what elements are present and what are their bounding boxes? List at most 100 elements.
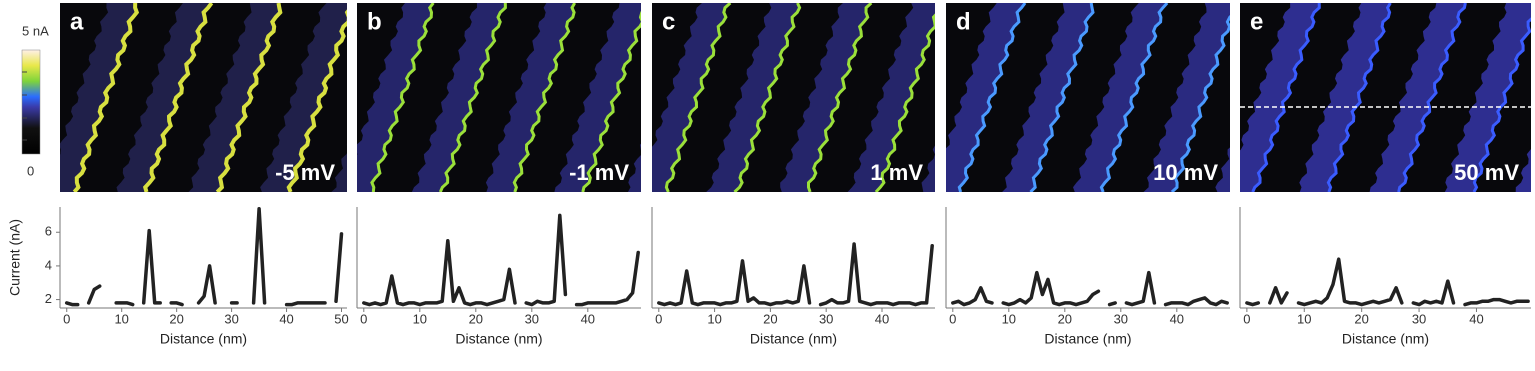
y-tick-label: 2 (45, 291, 52, 306)
step-edge (957, 3, 1027, 192)
step-edge (807, 3, 873, 192)
x-tick-label: 0 (655, 311, 662, 326)
bias-label: -5 mV (275, 160, 335, 185)
step-edge (370, 3, 435, 192)
terrace-band (60, 3, 137, 192)
step-edge (1099, 3, 1169, 192)
stripes (357, 3, 641, 192)
step-edge (733, 3, 802, 192)
x-tick-label: 10 (1297, 311, 1311, 326)
x-tick-label: 30 (525, 311, 539, 326)
current-line (657, 242, 934, 307)
x-tick-label: 20 (763, 311, 777, 326)
x-tick-label: 20 (469, 311, 483, 326)
step-edge (1326, 3, 1392, 192)
terrace-band (652, 3, 731, 192)
current-line (1245, 257, 1530, 307)
step-edge (72, 3, 140, 192)
x-tick-label: 10 (1002, 311, 1016, 326)
x-axis-title: Distance (nm) (455, 331, 542, 347)
x-tick-label: 40 (581, 311, 595, 326)
x-tick-label: 20 (1354, 311, 1368, 326)
step-edge (581, 11, 641, 192)
panel-label: a (70, 8, 84, 35)
x-tick-label: 40 (279, 311, 293, 326)
terrace-band (1369, 3, 1466, 192)
x-tick-label: 30 (224, 311, 238, 326)
colorbar (21, 49, 41, 155)
terrace-band (1073, 3, 1168, 192)
x-tick-label: 50 (334, 311, 348, 326)
step-edge (1029, 3, 1095, 192)
y-tick-label: 6 (45, 224, 52, 239)
x-tick-label: 20 (1058, 311, 1072, 326)
x-tick-label: 30 (1114, 311, 1128, 326)
panel-label: c (662, 8, 675, 35)
x-tick-label: 40 (875, 311, 889, 326)
terrace-band (627, 143, 641, 192)
stm-image (60, 3, 347, 192)
x-tick-label: 0 (1243, 311, 1250, 326)
step-edge (142, 3, 214, 192)
terrace-band (1215, 147, 1230, 192)
x-axis-title: Distance (nm) (160, 331, 247, 347)
x-tick-label: 20 (169, 311, 183, 326)
terrace-band (1143, 3, 1230, 192)
x-tick-label: 10 (707, 311, 721, 326)
x-tick-label: 40 (1469, 311, 1483, 326)
panel-label: b (367, 8, 382, 35)
step-edge (438, 3, 507, 192)
step-edge (874, 13, 935, 192)
bias-label: 10 mV (1153, 160, 1218, 185)
bias-label: -1 mV (569, 160, 629, 185)
terrace-band (331, 144, 347, 192)
stripes (946, 3, 1230, 192)
stm-image (357, 3, 641, 192)
stm-image (946, 3, 1230, 192)
terrace-band (780, 3, 872, 192)
x-tick-label: 30 (1412, 311, 1426, 326)
y-tick-label: 4 (45, 257, 52, 272)
step-edge (664, 3, 732, 192)
x-tick-label: 0 (949, 311, 956, 326)
x-axis-title: Distance (nm) (750, 331, 837, 347)
y-axis-title: Current (nA) (7, 219, 23, 296)
stm-image (652, 3, 935, 192)
terrace-band (188, 3, 281, 192)
current-line (951, 270, 1229, 307)
terrace-band (554, 3, 641, 192)
x-axis-title: Distance (nm) (1044, 331, 1131, 347)
stripes (652, 3, 935, 192)
x-tick-label: 10 (114, 311, 128, 326)
x-tick-label: 30 (819, 311, 833, 326)
terrace-band (357, 3, 434, 192)
terrace-band (921, 145, 935, 192)
terrace-band (1299, 3, 1391, 192)
x-tick-label: 10 (413, 311, 427, 326)
step-edge (1397, 3, 1467, 192)
bias-label: 1 mV (870, 160, 923, 185)
bias-label: 50 mV (1454, 160, 1519, 185)
step-edge (1472, 17, 1531, 192)
step-edge (1170, 14, 1230, 192)
x-tick-label: 0 (360, 311, 367, 326)
x-axis-title: Distance (nm) (1342, 331, 1429, 347)
panel-label: d (956, 8, 971, 35)
terrace-band (706, 3, 800, 192)
step-edge (512, 3, 577, 192)
colorbar-ticks (22, 71, 27, 141)
stm-image (1240, 3, 1531, 192)
step-edge (1251, 3, 1321, 192)
x-tick-label: 0 (63, 311, 70, 326)
terrace-band (1444, 3, 1531, 192)
panel-label: e (1250, 8, 1263, 35)
stripes (1240, 3, 1531, 192)
terrace-band (485, 3, 575, 192)
current-line (64, 206, 344, 307)
step-edge (215, 3, 283, 192)
terrace-band (116, 3, 212, 192)
current-line (362, 213, 640, 307)
terrace-band (847, 3, 935, 192)
x-tick-label: 40 (1170, 311, 1184, 326)
colorbar-max: 5 nA (22, 23, 49, 38)
